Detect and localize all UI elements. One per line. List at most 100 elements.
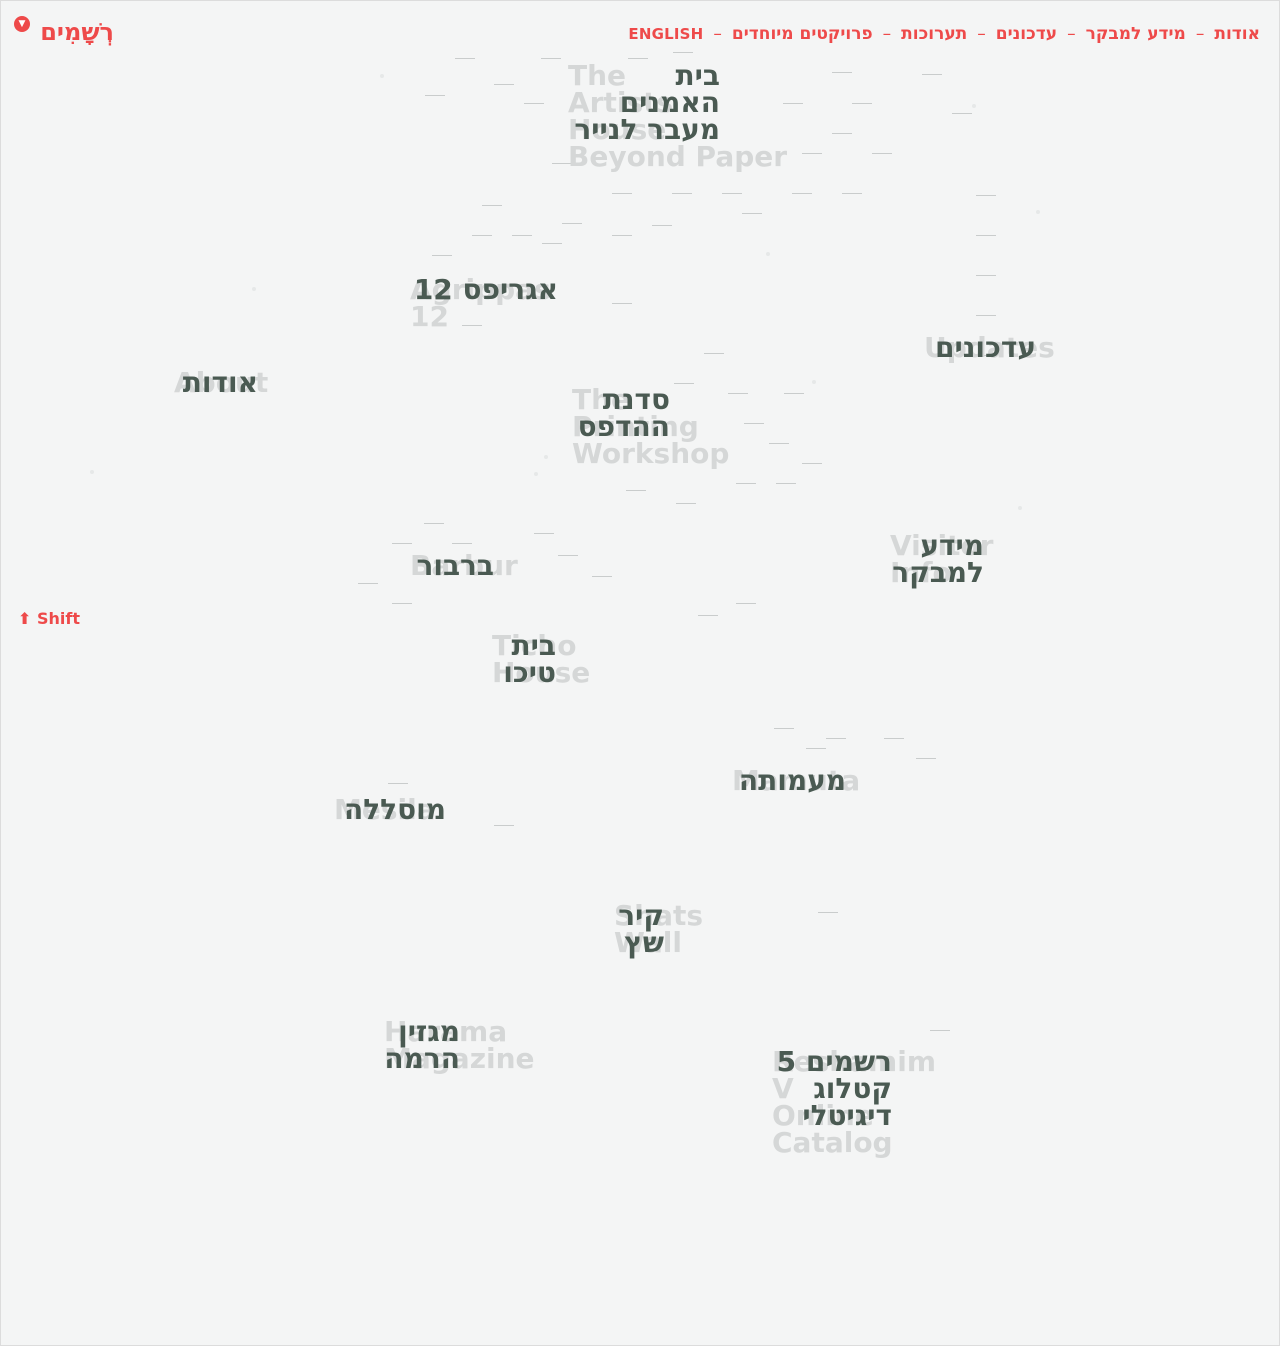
decor-dash bbox=[802, 153, 822, 154]
decor-dash bbox=[976, 195, 996, 196]
decor-speck bbox=[252, 287, 256, 291]
cloud-item-shats-wall[interactable]: Shats Wall קיר שץ bbox=[614, 899, 704, 959]
cloud-item-hebrew: אודות bbox=[182, 366, 258, 399]
cloud-item-agrippas[interactable]: Agrippas 12 אגריפס 12 bbox=[410, 273, 590, 331]
decor-dash bbox=[930, 1030, 950, 1031]
decor-dash bbox=[742, 213, 762, 214]
decor-dash bbox=[652, 225, 672, 226]
decor-dash bbox=[676, 503, 696, 504]
cloud-item-english: Reshamim V Online Catalog bbox=[772, 1045, 936, 1159]
decor-dash bbox=[558, 555, 578, 556]
nav-item-visitor-info[interactable]: מידע למבקר bbox=[1085, 24, 1186, 44]
decor-speck bbox=[812, 380, 816, 384]
cloud-item-hebrew: רשמים 5 קטלוג דיגיטלי bbox=[776, 1045, 892, 1132]
decor-dash bbox=[672, 193, 692, 194]
decor-dash bbox=[976, 235, 996, 236]
decor-dash bbox=[826, 738, 846, 739]
logo-text: רְשָׁמִים bbox=[40, 18, 114, 46]
nav-item-exhibitions[interactable]: תערוכות bbox=[901, 24, 968, 44]
decor-dash bbox=[462, 325, 482, 326]
cloud-item-hebrew: מידע למבקר bbox=[892, 529, 984, 589]
cloud-item-english: Ticho House bbox=[492, 629, 591, 689]
logo-badge-icon: ▼ bbox=[14, 16, 30, 32]
decor-dash bbox=[922, 74, 942, 75]
decor-dash bbox=[852, 103, 872, 104]
top-nav: אודות – מידע למבקר – עדכונים – תערוכות –… bbox=[628, 24, 1260, 44]
decor-dash bbox=[728, 393, 748, 394]
decor-dash bbox=[698, 615, 718, 616]
cloud-item-mesila[interactable]: Mesila מוסללה bbox=[334, 793, 464, 826]
cloud-item-artists-house[interactable]: The Artists House Beyond Paper בית האמני… bbox=[568, 62, 808, 171]
decor-dash bbox=[612, 303, 632, 304]
cloud-item-english: Visitor Info bbox=[890, 529, 994, 589]
cloud-item-barbur[interactable]: Barbur ברבור bbox=[410, 549, 530, 582]
decor-dash bbox=[612, 235, 632, 236]
cloud-item-english: Harama Magazine bbox=[384, 1015, 535, 1075]
cloud-item-english: Shats Wall bbox=[614, 899, 704, 959]
cloud-item-ticho-house[interactable]: Ticho House בית טיכו bbox=[492, 629, 602, 689]
cloud-item-english: Mamuta bbox=[732, 764, 861, 797]
cloud-item-printing-workshop[interactable]: The Printing Workshop סדנת ההדפס bbox=[572, 383, 742, 468]
decor-dash bbox=[872, 153, 892, 154]
decor-dash bbox=[884, 738, 904, 739]
decor-dash bbox=[592, 576, 612, 577]
cloud-item-hebrew: מוסללה bbox=[343, 793, 446, 826]
nav-item-about[interactable]: אודות bbox=[1214, 24, 1260, 44]
cloud-item-hebrew: מעמותה bbox=[738, 764, 846, 797]
nav-item-english[interactable]: ENGLISH bbox=[628, 25, 704, 43]
cloud-item-reshamim-catalogue[interactable]: Reshamim V Online Catalog רשמים 5 קטלוג … bbox=[772, 1045, 936, 1157]
cloud-item-hebrew: ברבור bbox=[416, 549, 494, 582]
decor-dash bbox=[432, 255, 452, 256]
decor-dash bbox=[494, 84, 514, 85]
nav-separator: – bbox=[713, 24, 722, 44]
shift-hint: ⬆ Shift bbox=[18, 609, 80, 628]
decor-dash bbox=[552, 163, 572, 164]
decor-dash bbox=[455, 58, 475, 59]
decor-dash bbox=[392, 543, 412, 544]
nav-item-updates[interactable]: עדכונים bbox=[995, 24, 1058, 44]
decor-speck bbox=[534, 472, 538, 476]
decor-dash bbox=[534, 533, 554, 534]
decor-dash bbox=[358, 583, 378, 584]
decor-dash bbox=[976, 355, 996, 356]
decor-dash bbox=[542, 243, 562, 244]
cloud-item-hebrew: סדנת ההדפס bbox=[577, 383, 670, 443]
decor-dash bbox=[769, 443, 789, 444]
decor-dash bbox=[541, 58, 561, 59]
cloud-item-hebrew: בית טיכו bbox=[503, 629, 556, 689]
cloud-item-english: Updates bbox=[924, 331, 1055, 364]
decor-dash bbox=[916, 758, 936, 759]
cloud-item-hebrew: עדכונים bbox=[934, 331, 1036, 364]
decor-dash bbox=[792, 193, 812, 194]
cloud-item-english: Mesila bbox=[334, 793, 436, 826]
cloud-item-updates[interactable]: Updates עדכונים bbox=[924, 331, 1064, 364]
decor-dash bbox=[524, 103, 544, 104]
decor-dash bbox=[802, 463, 822, 464]
decor-dash bbox=[392, 603, 412, 604]
decor-dash bbox=[784, 393, 804, 394]
decor-dash bbox=[674, 383, 694, 384]
decor-dash bbox=[562, 223, 582, 224]
decor-dash bbox=[976, 315, 996, 316]
cloud-item-visitor-info[interactable]: Visitor Info מידע למבקר bbox=[890, 529, 1000, 589]
cloud-item-hamama-magazine[interactable]: Harama Magazine מגזין הרמה bbox=[384, 1015, 544, 1075]
decor-speck bbox=[766, 252, 770, 256]
cloud-item-english: Agrippas 12 bbox=[410, 273, 551, 333]
decor-dash bbox=[736, 483, 756, 484]
decor-dash bbox=[832, 133, 852, 134]
cloud-item-about[interactable]: About אודות bbox=[174, 366, 274, 399]
cloud-item-mamuta[interactable]: Mamuta מעמותה bbox=[732, 764, 882, 797]
cloud-item-hebrew: אגריפס 12 bbox=[413, 273, 558, 306]
cloud-item-hebrew: מגזין הרמה bbox=[384, 1015, 460, 1075]
nav-item-special-projects[interactable]: פרויקטים מיוחדים bbox=[731, 24, 873, 44]
decor-dash bbox=[512, 235, 532, 236]
decor-dash bbox=[776, 483, 796, 484]
decor-dash bbox=[424, 523, 444, 524]
site-logo[interactable]: ▼ רְשָׁמִים bbox=[14, 16, 124, 50]
nav-separator: – bbox=[977, 24, 986, 44]
decor-dash bbox=[626, 490, 646, 491]
decor-speck bbox=[1036, 210, 1040, 214]
decor-dash bbox=[842, 193, 862, 194]
decor-dash bbox=[774, 728, 794, 729]
